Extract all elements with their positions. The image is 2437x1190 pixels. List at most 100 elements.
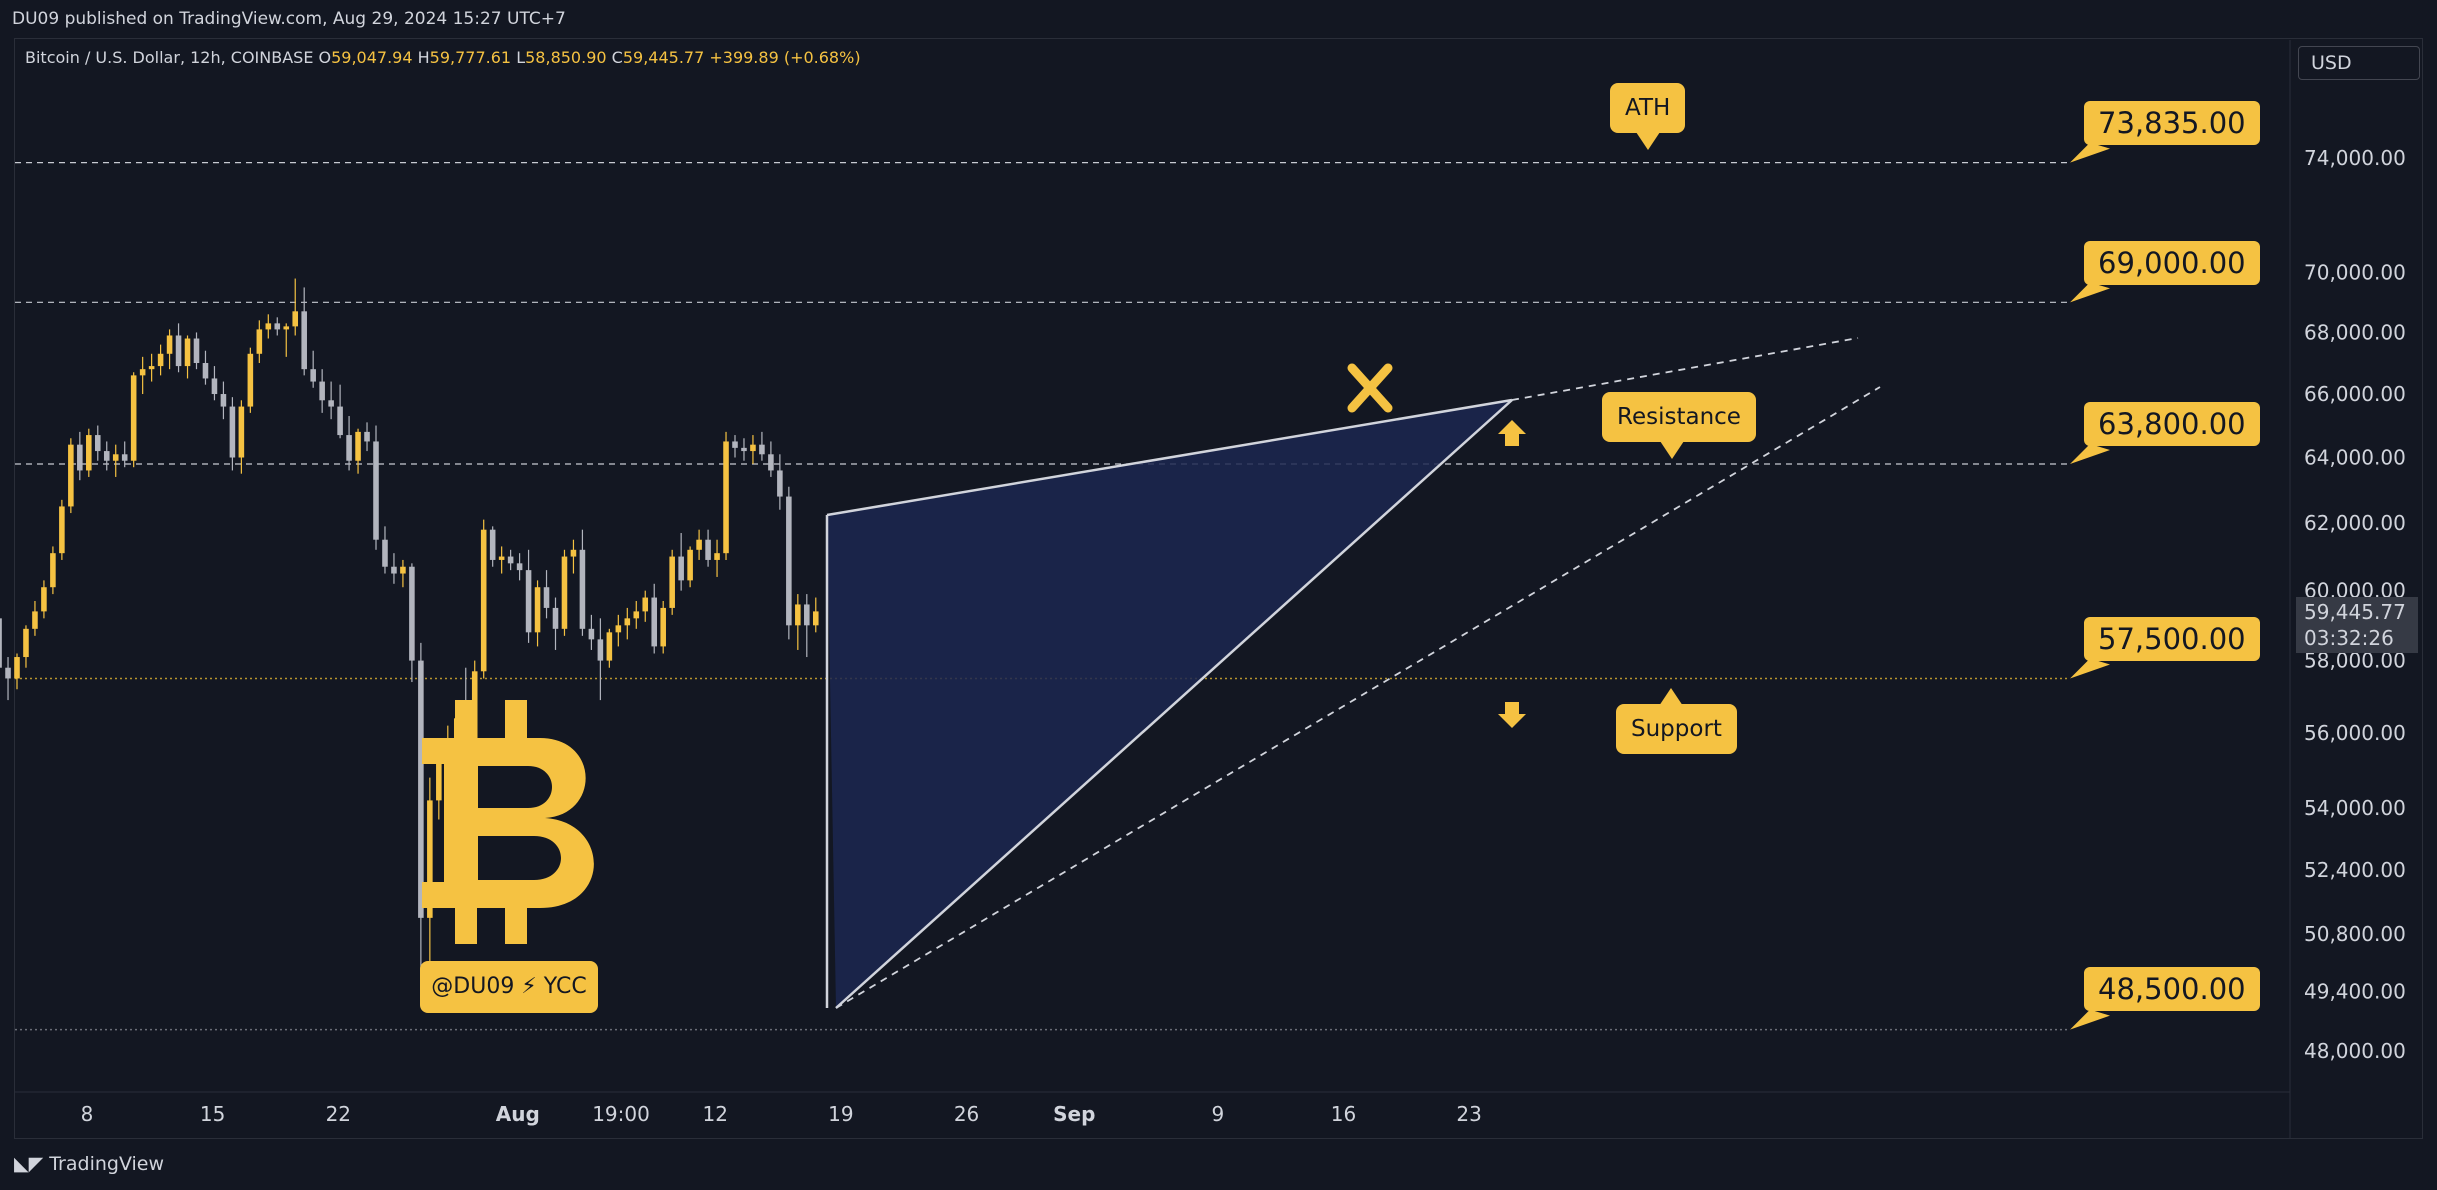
candle-body	[660, 607, 666, 647]
open-value: 59,047.94	[331, 48, 413, 67]
bitcoin-logo-glyph	[422, 738, 594, 908]
current-price-badge: 59,445.77 03:32:26	[2296, 597, 2418, 653]
resistance-projection	[1511, 337, 1859, 401]
x-tick-label: Aug	[496, 1102, 540, 1126]
candle-body	[328, 400, 334, 407]
candle-body	[651, 597, 658, 647]
level-label-48500: 48,500.00	[2084, 967, 2260, 1011]
low-value: 58,850.90	[525, 48, 607, 67]
publish-header: DU09 published on TradingView.com, Aug 2…	[0, 0, 2437, 38]
candle-body	[391, 566, 397, 574]
candle-body	[139, 369, 146, 376]
chart-frame	[14, 38, 2423, 1139]
x-tick-label: 22	[326, 1102, 351, 1126]
candle-body	[732, 441, 738, 448]
candle-body	[211, 378, 218, 395]
candle-body	[5, 667, 11, 679]
level-label-tail	[2070, 142, 2110, 163]
ath-callout-pointer	[1636, 132, 1660, 150]
candle-body	[220, 394, 227, 407]
candle-body	[148, 366, 155, 370]
candle-body	[265, 323, 272, 330]
candle-body	[678, 556, 684, 581]
current-price-value: 59,445.77	[2304, 600, 2406, 624]
candle-body	[247, 353, 254, 407]
x-tick-label: 23	[1456, 1102, 1481, 1126]
rising-wedge-area	[827, 400, 1512, 1008]
arrow-up-icon	[1498, 420, 1526, 446]
bar-countdown: 03:32:26	[2304, 626, 2394, 650]
candle-body	[400, 566, 406, 574]
x-tick-label: 26	[954, 1102, 979, 1126]
candle-body	[534, 587, 541, 633]
x-tick-label: 19:00	[592, 1102, 650, 1126]
candle-body	[175, 335, 182, 367]
candle-body	[157, 353, 164, 367]
candle-body	[373, 441, 379, 540]
candle-body	[364, 431, 370, 442]
candle-body	[346, 435, 352, 461]
level-label-69000: 69,000.00	[2084, 241, 2260, 285]
y-tick-label: 54,000.00	[2304, 796, 2406, 820]
candle-body	[561, 556, 568, 629]
candle-body	[32, 611, 38, 629]
candle-body	[292, 311, 299, 327]
y-tick-label: 70,000.00	[2304, 261, 2406, 285]
y-tick-label: 50,800.00	[2304, 922, 2406, 946]
candle-body	[687, 549, 693, 581]
candle-body	[112, 454, 119, 461]
candle-body	[130, 375, 137, 461]
support-callout-pointer	[1659, 688, 1683, 706]
candle-body	[480, 529, 487, 672]
candle-body	[94, 435, 101, 452]
candle-body	[166, 335, 173, 354]
x-tick-label: 15	[200, 1102, 225, 1126]
wedge-upper-line	[826, 398, 1513, 517]
x-tick-label: 12	[703, 1102, 728, 1126]
level-label-tail	[2070, 443, 2110, 464]
x-tick-label: 8	[81, 1102, 94, 1126]
candle-body	[579, 549, 586, 629]
candle-body	[121, 454, 128, 461]
level-label-tail	[2070, 1009, 2110, 1030]
candle-body	[696, 539, 702, 550]
candle-body	[274, 323, 281, 330]
candle-body	[507, 556, 514, 564]
candle-body	[14, 657, 20, 679]
candle-body	[193, 338, 200, 364]
candle-body	[597, 639, 604, 661]
candle-body	[741, 447, 747, 452]
bitcoin-logo-stroke	[455, 898, 477, 944]
level-label-ath: 73,835.00	[2084, 101, 2260, 145]
x-tick-label: 19	[828, 1102, 853, 1126]
candle-body	[256, 329, 263, 354]
wedge-lower-line	[835, 399, 1513, 1009]
candle-body	[750, 444, 756, 452]
candle-body	[184, 338, 191, 367]
candle-body	[714, 553, 720, 560]
candle-body	[525, 570, 532, 633]
arrow-down-icon	[1498, 702, 1526, 728]
candle-body	[41, 587, 47, 612]
candle-body	[59, 506, 65, 554]
candle-body	[238, 406, 245, 458]
candle-body	[229, 406, 236, 458]
bitcoin-logo-icon	[422, 700, 594, 944]
candle-body	[0, 618, 2, 668]
candle-body	[768, 454, 774, 471]
candle-body	[615, 625, 622, 633]
currency-selector[interactable]: USD	[2298, 46, 2420, 80]
level-label-tail	[2070, 658, 2110, 679]
y-tick-label: 49,400.00	[2304, 980, 2406, 1004]
candle-body	[624, 618, 631, 626]
candle-body	[301, 311, 307, 370]
footer-brand: TradingView	[49, 1153, 165, 1175]
level-label-63800: 63,800.00	[2084, 402, 2260, 446]
close-value: 59,445.77	[622, 48, 705, 67]
x-tick-label: 9	[1211, 1102, 1224, 1126]
candle-body	[705, 539, 711, 560]
candle-body	[498, 556, 505, 560]
candle-body	[86, 435, 92, 471]
candle-body	[723, 441, 729, 554]
